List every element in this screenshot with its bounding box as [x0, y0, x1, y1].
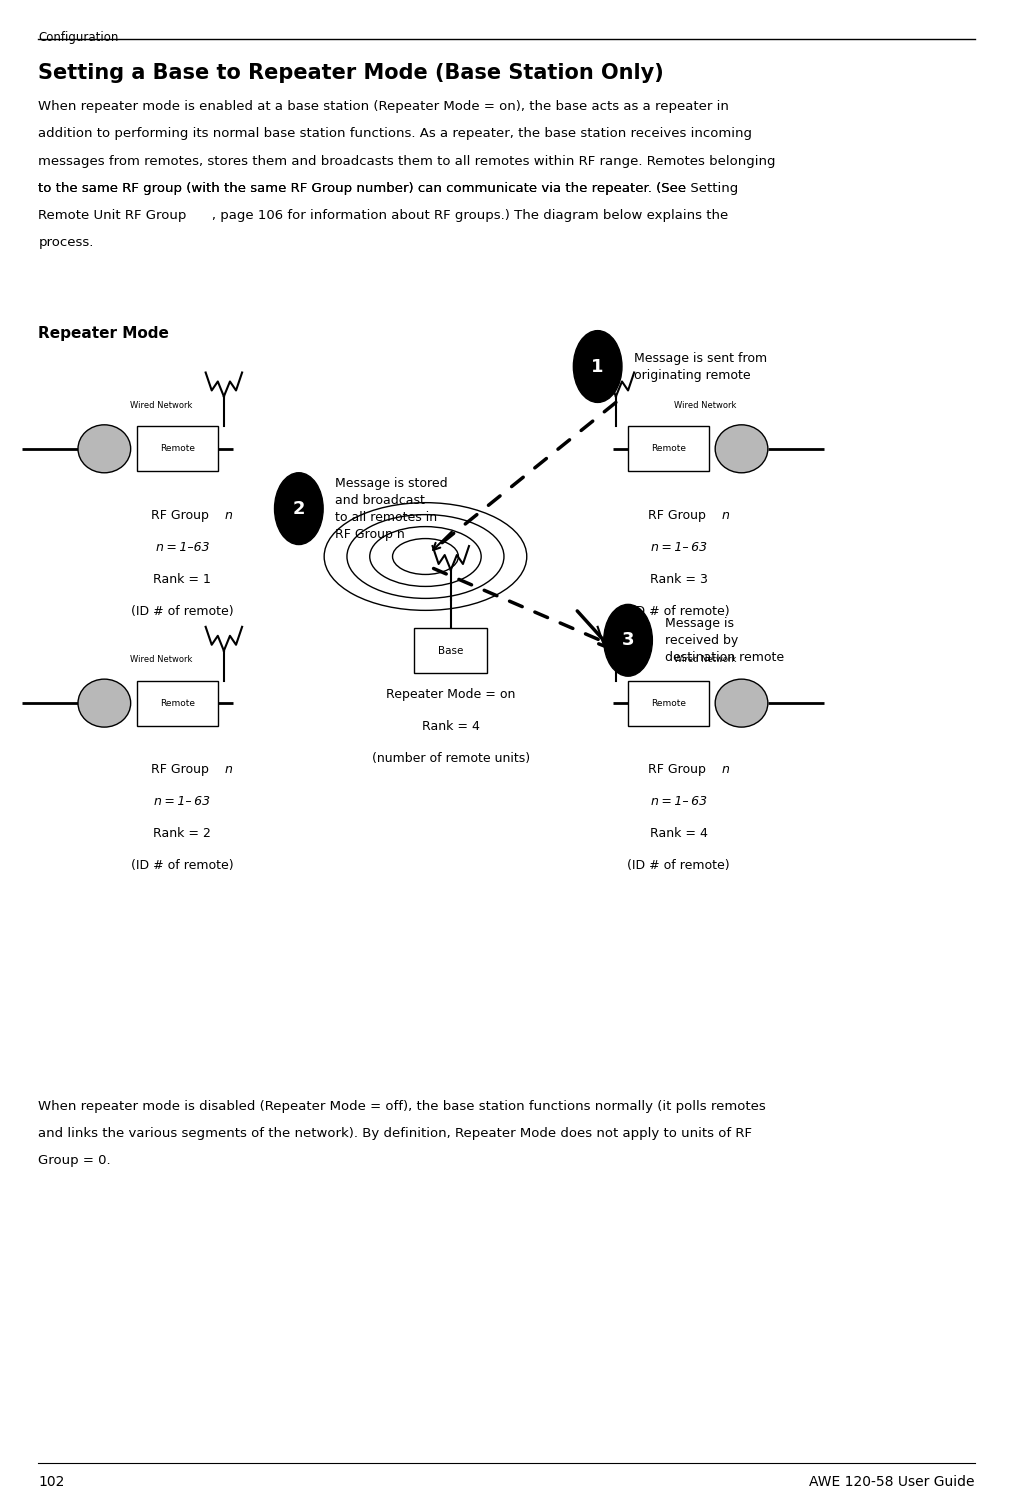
Ellipse shape: [715, 679, 768, 727]
Text: 1: 1: [592, 358, 604, 375]
Text: RF Group: RF Group: [647, 509, 710, 522]
Text: process.: process.: [38, 236, 94, 250]
Text: Remote: Remote: [651, 444, 686, 453]
Text: n: n: [225, 763, 233, 776]
Circle shape: [573, 331, 622, 402]
Text: Setting a Base to Repeater Mode (Base Station Only): Setting a Base to Repeater Mode (Base St…: [38, 63, 665, 82]
Text: Remote Unit RF Group      , page 106 for information about RF groups.) The diagr: Remote Unit RF Group , page 106 for info…: [38, 209, 728, 221]
Ellipse shape: [715, 425, 768, 473]
Text: RF Group: RF Group: [647, 763, 710, 776]
Text: Rank = 2: Rank = 2: [153, 827, 212, 841]
Text: Remote: Remote: [651, 699, 686, 708]
Text: n: n: [225, 509, 233, 522]
FancyBboxPatch shape: [137, 426, 218, 471]
Ellipse shape: [78, 425, 131, 473]
Text: to the same RF group (with the same RF Group number) can communicate via the rep: to the same RF group (with the same RF G…: [38, 183, 738, 194]
Text: (ID # of remote): (ID # of remote): [131, 859, 234, 872]
Text: Message is stored
and broadcast
to all remotes in
RF Group n: Message is stored and broadcast to all r…: [335, 477, 448, 540]
Text: 102: 102: [38, 1475, 65, 1489]
Circle shape: [604, 604, 652, 676]
Circle shape: [275, 473, 323, 545]
Text: 2: 2: [293, 500, 305, 518]
Text: n = 1–63: n = 1–63: [156, 542, 209, 554]
Text: Rank = 1: Rank = 1: [153, 573, 212, 586]
Text: (ID # of remote): (ID # of remote): [131, 606, 234, 618]
Text: n = 1– 63: n = 1– 63: [650, 542, 707, 554]
Text: n = 1– 63: n = 1– 63: [650, 796, 707, 808]
Text: (number of remote units): (number of remote units): [372, 752, 530, 766]
Text: Base: Base: [438, 646, 464, 655]
Text: 3: 3: [622, 631, 634, 649]
Text: When repeater mode is enabled at a base station (Repeater Mode = on), the base a: When repeater mode is enabled at a base …: [38, 100, 729, 114]
Text: (ID # of remote): (ID # of remote): [627, 859, 730, 872]
Text: Remote: Remote: [160, 444, 194, 453]
Text: n = 1– 63: n = 1– 63: [154, 796, 211, 808]
Text: AWE 120-58 User Guide: AWE 120-58 User Guide: [809, 1475, 975, 1489]
Text: Rank = 4: Rank = 4: [649, 827, 708, 841]
Text: Configuration: Configuration: [38, 31, 119, 43]
Text: messages from remotes, stores them and broadcasts them to all remotes within RF : messages from remotes, stores them and b…: [38, 154, 776, 168]
Text: Rank = 4: Rank = 4: [421, 721, 480, 733]
Text: RF Group: RF Group: [151, 763, 214, 776]
Text: RF Group: RF Group: [151, 509, 214, 522]
FancyBboxPatch shape: [628, 681, 709, 726]
Text: Group = 0.: Group = 0.: [38, 1153, 111, 1167]
Text: Message is sent from
originating remote: Message is sent from originating remote: [634, 352, 767, 381]
Text: Message is
received by
destination remote: Message is received by destination remot…: [665, 616, 784, 664]
Text: Wired Network: Wired Network: [130, 401, 192, 410]
Text: Wired Network: Wired Network: [674, 401, 736, 410]
Text: addition to performing its normal base station functions. As a repeater, the bas: addition to performing its normal base s…: [38, 127, 753, 141]
FancyBboxPatch shape: [414, 628, 487, 673]
Text: Remote: Remote: [160, 699, 194, 708]
Text: n: n: [721, 763, 729, 776]
Ellipse shape: [78, 679, 131, 727]
FancyBboxPatch shape: [628, 426, 709, 471]
Text: Wired Network: Wired Network: [130, 655, 192, 664]
Text: When repeater mode is disabled (Repeater Mode = off), the base station functions: When repeater mode is disabled (Repeater…: [38, 1100, 766, 1113]
Text: Repeater Mode: Repeater Mode: [38, 326, 169, 341]
Text: Repeater Mode = on: Repeater Mode = on: [386, 688, 516, 702]
Text: to the same RF group (with the same RF Group number) can communicate via the rep: to the same RF group (with the same RF G…: [38, 183, 691, 194]
Text: n: n: [721, 509, 729, 522]
Text: and links the various segments of the network). By definition, Repeater Mode doe: and links the various segments of the ne…: [38, 1126, 753, 1140]
Text: Rank = 3: Rank = 3: [649, 573, 708, 586]
FancyBboxPatch shape: [137, 681, 218, 726]
Text: to the same RF group (with the same RF Group number) can communicate via the rep: to the same RF group (with the same RF G…: [38, 183, 691, 194]
Text: (ID # of remote): (ID # of remote): [627, 606, 730, 618]
Text: Wired Network: Wired Network: [674, 655, 736, 664]
